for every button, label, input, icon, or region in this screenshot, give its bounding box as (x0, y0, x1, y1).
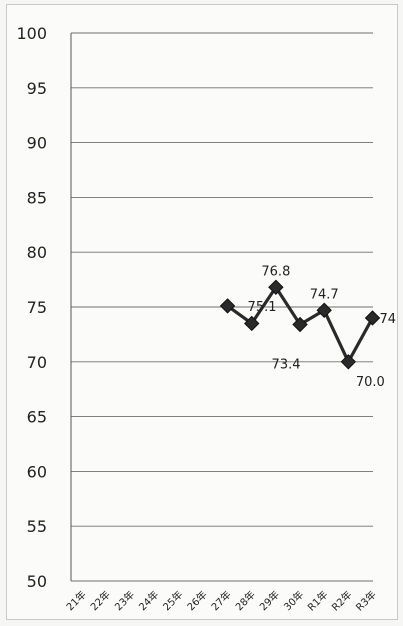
x-tick-label: 23年 (112, 588, 137, 613)
x-tick-label: R2年 (329, 588, 355, 614)
y-tick-label: 60 (27, 462, 47, 481)
data-point-marker (316, 302, 332, 318)
data-label: 70.0 (356, 375, 385, 390)
data-point-marker (244, 315, 260, 332)
y-tick-label: 70 (27, 353, 47, 372)
data-point-marker (219, 298, 236, 314)
data-point-marker (292, 316, 308, 333)
data-labels: 75.1 76.8 73.4 74.7 70.0 74.0 (248, 264, 397, 390)
data-point-marker (268, 279, 284, 295)
data-label: 74.7 (310, 287, 339, 302)
x-tick-label: 28年 (233, 588, 258, 613)
x-tick-labels: 21年 22年 23年 24年 25年 26年 27年 28年 29年 30年 R1年 R2年 R3年 (63, 588, 378, 614)
x-tick-label: 29年 (257, 588, 282, 613)
x-tick-label: 30年 (281, 588, 306, 613)
x-tick-label: 21年 (63, 588, 88, 613)
x-tick-label: 27年 (208, 588, 233, 613)
x-tick-label: 25年 (160, 588, 185, 613)
series-line (219, 279, 381, 370)
y-tick-label: 65 (27, 408, 47, 427)
x-tick-label: 24年 (136, 588, 161, 613)
x-tick-label: 22年 (88, 588, 113, 613)
y-tick-labels: 50 55 60 65 70 75 80 85 90 95 100 (16, 24, 47, 591)
x-tick-label: R3年 (353, 588, 379, 614)
y-tick-label: 85 (27, 188, 47, 207)
y-tick-label: 50 (27, 572, 47, 591)
y-tick-label: 90 (27, 134, 47, 153)
data-label: 75.1 (248, 300, 277, 315)
data-label: 74.0 (380, 312, 397, 327)
data-point-marker (340, 354, 357, 370)
data-label: 76.8 (261, 264, 290, 279)
data-label: 73.4 (272, 358, 301, 373)
y-tick-label: 80 (27, 243, 47, 262)
x-tick-label: 26年 (184, 588, 209, 613)
y-tick-label: 75 (27, 298, 47, 317)
y-tick-label: 100 (16, 24, 47, 43)
y-tick-label: 55 (27, 517, 47, 536)
data-point-marker (364, 310, 381, 326)
chart-frame: 50 55 60 65 70 75 80 85 90 95 100 21年 22年 23年 24年 25年 2… (6, 4, 398, 620)
y-tick-label: 95 (27, 79, 47, 98)
x-tick-label: R1年 (305, 588, 331, 614)
